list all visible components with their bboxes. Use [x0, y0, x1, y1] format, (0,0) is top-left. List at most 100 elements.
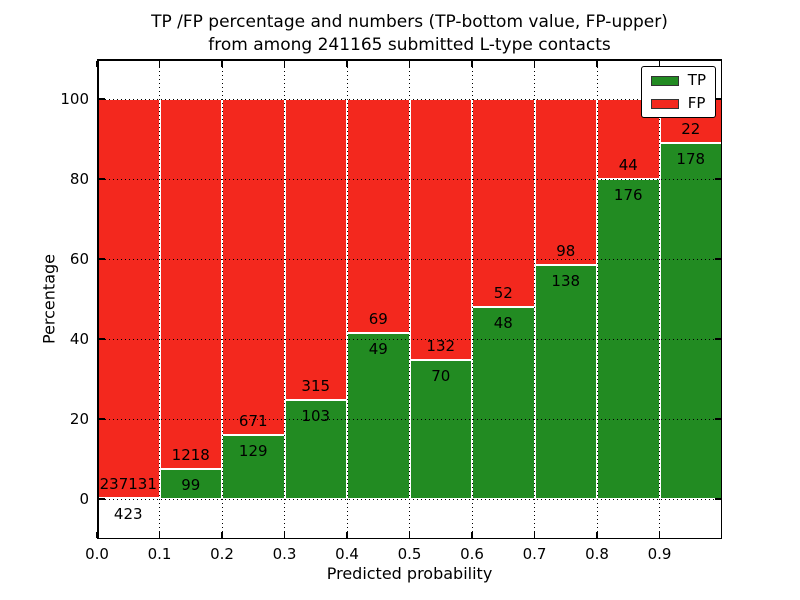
v-gridline — [409, 59, 410, 539]
y-tick-mark-right — [714, 98, 721, 100]
y-tick-mark-left — [98, 418, 105, 420]
axis-spine-left — [97, 59, 99, 539]
x-tick-mark-top — [283, 60, 286, 67]
fp-bar-segment — [284, 99, 347, 401]
y-tick-mark-left — [98, 178, 105, 180]
v-gridline — [471, 59, 473, 539]
x-tick-mark-bottom — [283, 531, 286, 538]
fp-count-label: 44 — [618, 156, 638, 174]
tp-count-label: 103 — [301, 407, 331, 426]
axis-spine-bottom — [97, 537, 722, 539]
y-tick-label: 0 — [79, 490, 89, 508]
x-tick-mark-bottom — [658, 531, 661, 538]
x-tick-mark-bottom — [158, 531, 161, 538]
y-tick-mark-right — [714, 178, 721, 180]
fp-bar-segment — [472, 99, 535, 307]
x-tick-mark-bottom — [471, 531, 473, 538]
fp-count-label: 1218 — [171, 445, 210, 464]
x-tick-label: 0.6 — [460, 545, 484, 563]
v-gridline — [596, 59, 598, 539]
x-tick-mark-top — [533, 60, 536, 67]
y-tick-mark-left — [98, 498, 105, 500]
x-tick-mark-bottom — [346, 531, 348, 538]
tp-count-label: 178 — [676, 150, 706, 168]
y-tick-mark-right — [714, 498, 721, 500]
y-tick-mark-left — [98, 98, 105, 100]
legend-label-fp: FP — [687, 94, 706, 112]
x-tick-label: 0.8 — [585, 545, 609, 563]
tp-count-label: 423 — [113, 505, 143, 524]
x-tick-mark-top — [96, 60, 98, 67]
chart-title-line2: from among 241165 submitted L-type conta… — [208, 35, 611, 55]
x-tick-label: 0.9 — [647, 545, 672, 563]
y-tick-mark-right — [714, 258, 721, 260]
tp-count-label: 49 — [368, 339, 388, 358]
axis-spine-top — [97, 59, 722, 61]
x-tick-mark-top — [658, 60, 661, 67]
y-tick-label: 60 — [69, 250, 89, 268]
x-tick-mark-bottom — [221, 531, 223, 538]
tp-count-label: 176 — [613, 186, 643, 204]
x-tick-label: 0.3 — [272, 545, 297, 563]
x-tick-mark-bottom — [596, 531, 598, 538]
fp-count-label: 22 — [681, 120, 701, 138]
y-tick-mark-right — [714, 418, 721, 420]
x-tick-label: 0.7 — [522, 545, 547, 563]
legend-box: TP FP — [640, 66, 716, 118]
tp-bar-segment — [659, 143, 722, 499]
y-tick-label: 100 — [60, 90, 89, 108]
x-tick-label: 0.4 — [335, 545, 359, 563]
fp-bar-segment — [159, 99, 222, 469]
tp-legend-swatch — [650, 75, 679, 86]
x-tick-mark-top — [596, 60, 598, 67]
axis-spine-right — [720, 59, 722, 539]
x-tick-mark-top — [221, 60, 223, 67]
fp-count-label: 132 — [426, 337, 456, 356]
tp-count-label: 48 — [493, 314, 513, 332]
plot-area: 237131 423 1218 99 671 129 315 103 69 49 132 70 52 48… — [60, 59, 722, 563]
tp-bar-segment — [472, 307, 535, 499]
v-gridline — [159, 59, 160, 539]
x-tick-label: 0.2 — [210, 545, 234, 563]
x-tick-label: 0.1 — [147, 545, 172, 563]
chart-title: TP /FP percentage and numbers (TP-bottom… — [97, 11, 722, 57]
v-gridline — [221, 59, 223, 539]
fp-bar-segment — [409, 99, 472, 361]
legend-row-fp: FP — [650, 94, 706, 112]
x-tick-label: 0.5 — [397, 545, 422, 563]
x-tick-mark-top — [346, 60, 348, 67]
y-tick-mark-left — [98, 258, 105, 260]
fp-bar-segment — [97, 99, 160, 499]
fp-bar-segment — [222, 99, 285, 435]
tp-bar-segment — [534, 265, 597, 499]
v-gridline — [284, 59, 285, 539]
fp-count-label: 52 — [493, 284, 513, 302]
tp-count-label: 129 — [238, 441, 268, 460]
x-tick-mark-bottom — [96, 531, 98, 538]
fp-count-label: 69 — [368, 309, 388, 328]
y-tick-label: 40 — [69, 330, 89, 348]
v-gridline — [659, 59, 660, 539]
y-tick-label: 80 — [69, 170, 89, 188]
fp-count-label: 315 — [301, 377, 331, 396]
y-tick-label: 20 — [69, 410, 89, 428]
tp-count-label: 138 — [551, 272, 581, 291]
fp-count-label: 671 — [238, 411, 268, 430]
y-tick-mark-left — [98, 338, 105, 340]
x-tick-mark-top — [471, 60, 473, 67]
chart-title-line1: TP /FP percentage and numbers (TP-bottom… — [151, 12, 668, 32]
fp-bar-segment — [347, 99, 410, 333]
v-gridline — [346, 59, 348, 539]
x-tick-label: 0.0 — [85, 545, 109, 563]
x-axis-label: Predicted probability — [326, 564, 493, 583]
x-tick-mark-bottom — [533, 531, 536, 538]
tp-count-label: 99 — [181, 475, 201, 494]
fp-count-label: 237131 — [99, 475, 157, 494]
x-tick-mark-bottom — [408, 531, 411, 538]
fp-bar-segment — [534, 99, 597, 266]
legend-row-tp: TP — [650, 73, 706, 88]
fp-legend-swatch — [650, 98, 679, 109]
x-tick-mark-top — [408, 60, 411, 67]
v-gridline — [534, 59, 535, 539]
